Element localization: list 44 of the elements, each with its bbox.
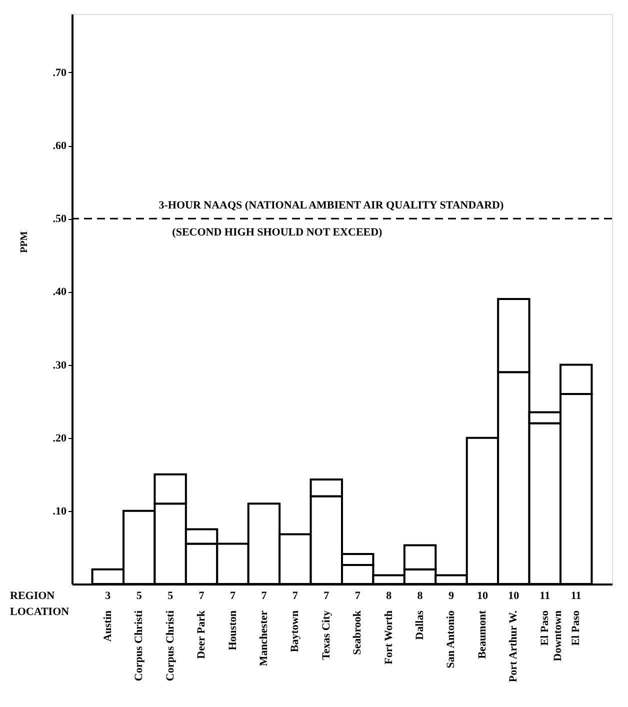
- x-tick-label: Manchester: [258, 610, 270, 666]
- x-tick-label: Texas City: [320, 610, 332, 660]
- text: 11: [570, 590, 582, 602]
- text: 7: [261, 590, 268, 602]
- text: 5: [136, 590, 142, 602]
- text: 3: [105, 590, 112, 602]
- text: 7: [324, 590, 330, 602]
- x-tick-label: Dallas: [414, 610, 426, 640]
- text: LOCATION: [10, 606, 70, 618]
- y-tick-label: .70: [52, 66, 67, 79]
- x-tick-label: El Paso Downtown: [538, 610, 564, 662]
- text: 7: [230, 590, 236, 602]
- x-tick-label: Port Arthur W.: [508, 610, 520, 682]
- y-axis-title: PPM: [19, 230, 30, 253]
- x-tick-label: Houston: [226, 610, 239, 650]
- x-tick-label: Fort Worth: [382, 610, 395, 664]
- x-tick-label: Austin: [102, 610, 114, 642]
- x-tick-label: Corpus Christi: [133, 610, 146, 682]
- text: 11: [540, 590, 550, 602]
- x-tick-label: Corpus Christi: [164, 610, 176, 682]
- x-tick-label: Baytown: [289, 610, 302, 652]
- text: 8: [417, 590, 424, 602]
- annotation: (SECOND HIGH SHOULD NOT EXCEED): [172, 226, 383, 239]
- text: 9: [448, 590, 454, 602]
- text: 7: [354, 590, 361, 602]
- y-tick-label: .40: [52, 286, 67, 298]
- x-tick-label: Beaumont: [476, 610, 488, 659]
- x-tick-label: Seabrook: [352, 610, 364, 655]
- y-tick-label: .50: [52, 213, 67, 226]
- x-tick-label: Deer Park: [196, 610, 208, 659]
- text: 10: [476, 590, 488, 602]
- ref-line-label: 3-HOUR NAAQS (NATIONAL AMBIENT AIR QUALITY STANDARD): [158, 200, 504, 212]
- y-tick-label: .60: [52, 140, 67, 152]
- x-tick-label: El Paso: [570, 610, 582, 646]
- y-tick-label: .30: [52, 359, 67, 372]
- text: REGION: [10, 590, 55, 602]
- text: 10: [508, 590, 520, 602]
- text: 5: [168, 590, 174, 602]
- x-tick-label: San Antonio: [445, 610, 458, 668]
- y-tick-label: .20: [52, 432, 67, 444]
- text: 8: [386, 590, 392, 602]
- text: 7: [292, 590, 298, 602]
- y-tick-label: .10: [52, 505, 67, 518]
- text: 7: [198, 590, 205, 602]
